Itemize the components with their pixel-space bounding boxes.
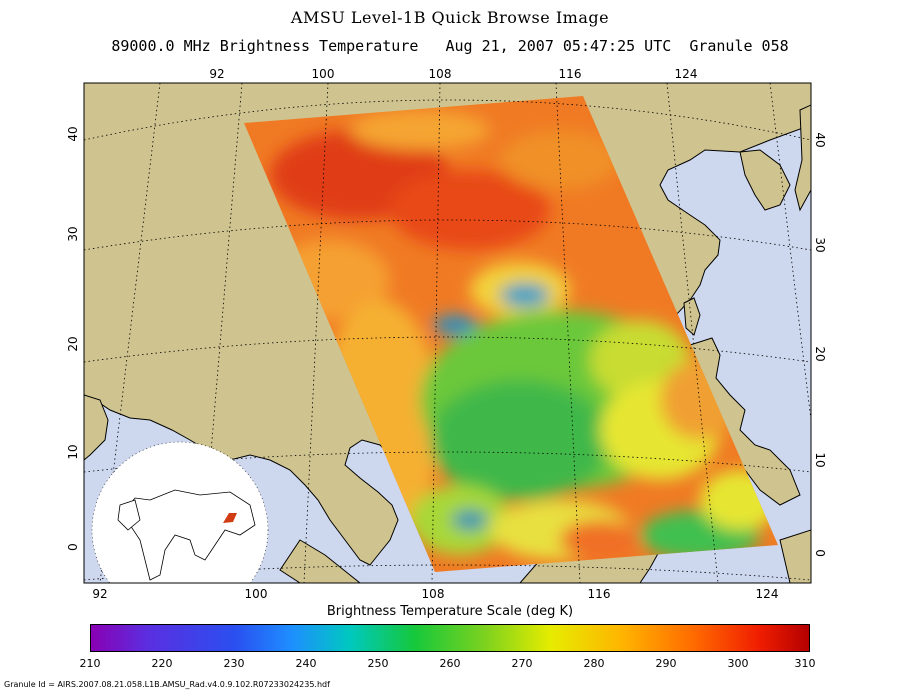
top-lon-tick: 124 [675,67,698,81]
colorbar-label: 270 [511,657,533,670]
swath-location-marker [223,513,237,523]
colorbar-title: Brightness Temperature Scale (deg K) [326,604,574,619]
colorbar-label: 310 [794,657,816,670]
right-lat-tick: 30 [813,237,827,252]
colorbar-label: 280 [583,657,605,670]
top-lon-tick: 108 [429,67,452,81]
korea-japan-land [739,149,791,211]
bottom-lon-tick: 100 [245,587,268,600]
image-title: AMSU Level-1B Quick Browse Image [290,8,610,27]
colorbar-label: 250 [367,657,389,670]
india-coast-land [84,394,109,461]
top-lon-tick: 92 [209,67,224,81]
bottom-lon-tick: 116 [588,587,611,600]
colorbar-label: 260 [439,657,461,670]
colorbar-label: 230 [223,657,245,670]
right-latitude-ticks: 40 30 20 10 0 [813,132,827,556]
left-lat-tick: 0 [66,543,80,551]
top-longitude-ticks: 92 100 108 116 124 [209,67,697,81]
bottom-lon-tick: 124 [756,587,779,600]
left-lat-tick: 10 [66,444,80,459]
brightness-temperature-swath [244,96,778,572]
left-latitude-ticks: 40 30 20 10 0 [66,126,80,550]
image-subtitle: 89000.0 MHz Brightness Temperature Aug 2… [111,37,789,55]
colorbar-label: 290 [655,657,677,670]
right-lat-tick: 40 [813,132,827,147]
colorbar-label: 240 [295,657,317,670]
sumatra-land [279,539,361,583]
colorbar-label: 210 [79,657,101,670]
colorbar-label: 220 [151,657,173,670]
map-panel: 92 100 108 116 124 92 100 108 116 124 40… [66,67,827,600]
temperature-colorbar [90,624,810,652]
globe-inset [91,441,269,583]
left-lat-tick: 40 [66,126,80,141]
granule-id-footer: Granule Id = AIRS.2007.08.21.058.L1B.AMS… [4,680,330,689]
left-lat-tick: 20 [66,336,80,351]
new-guinea-land [779,529,811,583]
top-lon-tick: 116 [559,67,582,81]
right-lat-tick: 20 [813,346,827,361]
right-lat-tick: 0 [813,549,827,557]
left-lat-tick: 30 [66,226,80,241]
japan-land [794,104,811,212]
bottom-longitude-ticks: 92 100 108 116 124 [92,587,778,600]
colorbar-label: 300 [727,657,749,670]
bottom-lon-tick: 108 [422,587,445,600]
top-lon-tick: 100 [312,67,335,81]
right-lat-tick: 10 [813,452,827,467]
taiwan-land [683,297,701,336]
bottom-lon-tick: 92 [92,587,107,600]
map-frame [83,82,812,584]
